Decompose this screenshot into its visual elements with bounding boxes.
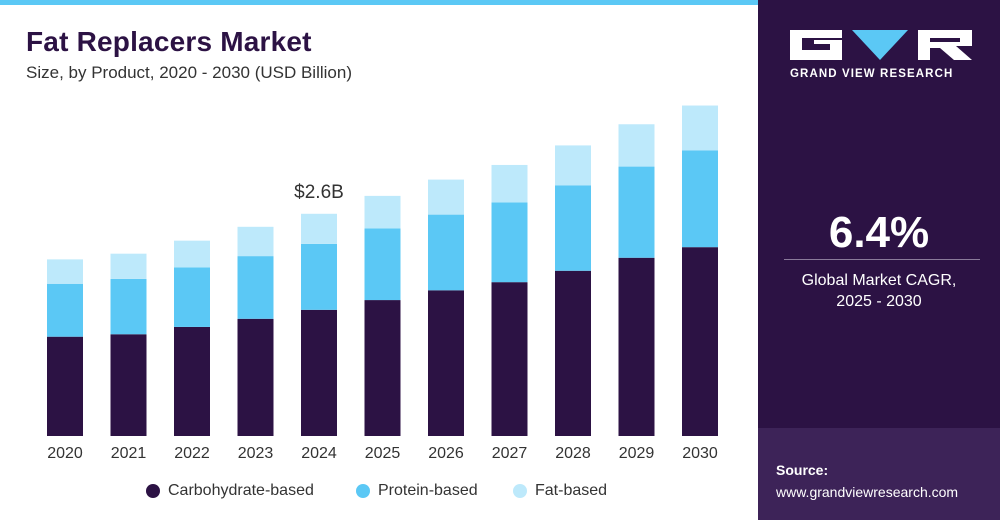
bar-fat-2025 <box>364 195 401 229</box>
bar-fat-2026 <box>428 179 464 215</box>
bar-protein-2020 <box>47 283 83 337</box>
bar-fat-2030 <box>682 105 718 151</box>
x-tick-label-2027: 2027 <box>492 445 528 462</box>
legend-label-carbohydrate: Carbohydrate-based <box>168 482 314 499</box>
bar-fat-2023 <box>237 226 274 257</box>
chart-legend: Carbohydrate-based Protein-based Fat-bas… <box>0 478 758 504</box>
cagr-divider <box>784 259 980 260</box>
bar-protein-2024 <box>301 243 337 310</box>
x-tick-label-2029: 2029 <box>619 445 655 462</box>
annotation-label: $2.6B <box>294 182 344 203</box>
cagr-value: 6.4% <box>828 208 930 257</box>
x-tick-label-2020: 2020 <box>47 445 83 462</box>
x-tick-label-2024: 2024 <box>301 445 337 462</box>
bar-protein-2027 <box>491 202 528 283</box>
bar-carbohydrate-2028 <box>555 270 591 436</box>
x-tick-label-2028: 2028 <box>555 445 591 462</box>
bar-carbohydrate-2022 <box>174 326 210 436</box>
x-tick-label-2025: 2025 <box>365 445 401 462</box>
source-url: www.grandviewresearch.com <box>776 484 959 500</box>
bar-protein-2026 <box>428 214 464 291</box>
bar-carbohydrate-2027 <box>491 282 528 436</box>
chart-panel: Fat Replacers Market Size, by Product, 2… <box>0 0 758 504</box>
cagr-label: Global Market CAGR, 2025 - 2030 <box>758 270 1000 312</box>
legend-swatch-carbohydrate <box>146 484 160 498</box>
stacked-bar-chart: 2020 2021 2022 2023 2024 $2.6B 2025 2026 2027 202… <box>47 105 718 462</box>
bar-carbohydrate-2021 <box>110 334 147 436</box>
legend-swatch-fat <box>513 484 527 498</box>
bar-carbohydrate-2025 <box>364 300 401 436</box>
bar-fat-2024 <box>301 213 337 244</box>
legend-item-carbohydrate: Carbohydrate-based <box>146 478 314 504</box>
bar-fat-2027 <box>491 164 528 203</box>
source-title: Source: <box>776 462 829 478</box>
accent-bar <box>0 0 758 5</box>
bar-protein-2021 <box>110 278 147 335</box>
bar-fat-2029 <box>618 124 655 167</box>
bar-protein-2030 <box>682 150 718 248</box>
grand-view-research-logo-icon <box>790 30 972 60</box>
x-tick-label-2023: 2023 <box>238 445 274 462</box>
bar-carbohydrate-2023 <box>237 318 274 436</box>
cagr-label-line1: Global Market CAGR, <box>801 272 957 289</box>
x-tick-label-2022: 2022 <box>174 445 210 462</box>
chart-subtitle: Size, by Product, 2020 - 2030 (USD Billi… <box>26 63 352 82</box>
bar-protein-2029 <box>618 166 655 258</box>
bar-protein-2028 <box>555 185 591 271</box>
legend-item-fat: Fat-based <box>513 478 607 504</box>
brand-name: GRAND VIEW RESEARCH <box>790 68 954 80</box>
x-tick-label-2030: 2030 <box>682 445 718 462</box>
x-tick-label-2021: 2021 <box>111 445 147 462</box>
source-box <box>758 428 1000 520</box>
bar-carbohydrate-2024 <box>301 309 337 436</box>
chart-title: Fat Replacers Market <box>26 26 312 57</box>
bar-carbohydrate-2020 <box>47 336 83 436</box>
bar-fat-2028 <box>555 145 591 186</box>
legend-label-fat: Fat-based <box>535 482 608 499</box>
cagr-label-line2: 2025 - 2030 <box>836 293 922 310</box>
bar-fat-2020 <box>47 259 83 284</box>
bar-fat-2022 <box>174 240 210 268</box>
legend-label-protein: Protein-based <box>378 482 478 499</box>
x-tick-label-2026: 2026 <box>428 445 464 462</box>
bar-protein-2025 <box>364 228 401 301</box>
bar-protein-2022 <box>174 267 210 327</box>
legend-swatch-protein <box>356 484 370 498</box>
bar-carbohydrate-2030 <box>682 247 718 436</box>
bar-protein-2023 <box>237 256 274 319</box>
bar-carbohydrate-2026 <box>428 290 464 436</box>
legend-item-protein: Protein-based <box>356 478 478 504</box>
bar-fat-2021 <box>110 253 147 279</box>
bar-carbohydrate-2029 <box>618 257 655 436</box>
